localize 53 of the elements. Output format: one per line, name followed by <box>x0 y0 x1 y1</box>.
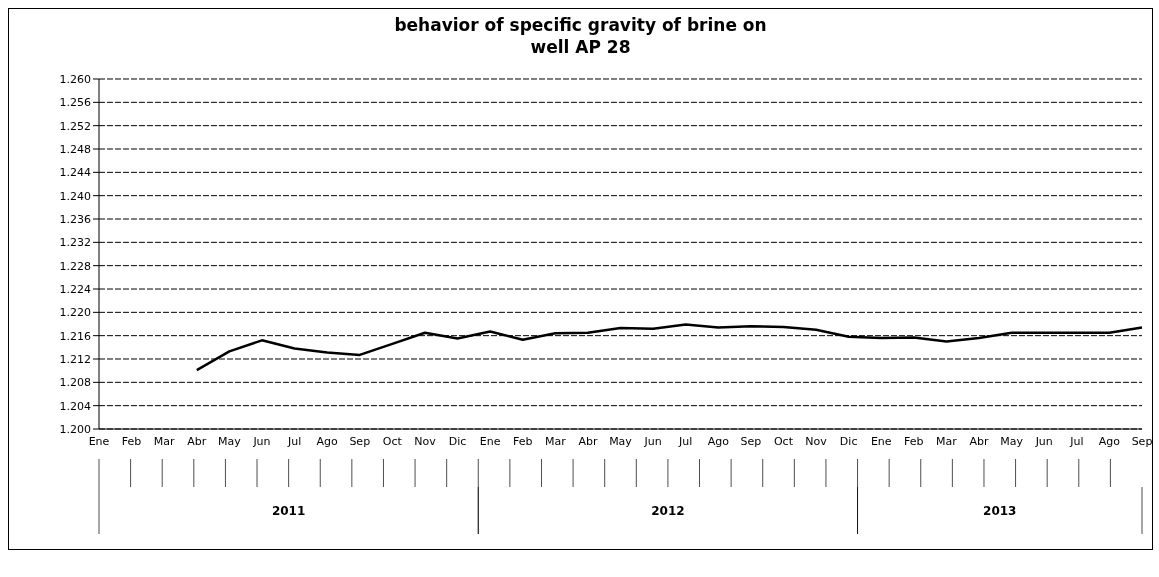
x-tick-label: Mar <box>936 434 958 448</box>
y-tick-label: 1.248 <box>59 142 91 156</box>
x-tick-label: Jul <box>286 434 302 448</box>
y-tick-label: 1.236 <box>59 212 91 226</box>
x-tick-label: Feb <box>121 434 142 448</box>
x-tick-label: Jun <box>252 434 271 448</box>
y-tick-label: 1.220 <box>59 306 91 320</box>
x-tick-label: May <box>218 434 242 448</box>
x-tick-label: Dic <box>839 434 858 448</box>
y-tick-label: 1.216 <box>59 329 91 343</box>
x-tick-label: Jun <box>643 434 662 448</box>
x-tick-label: Oct <box>773 434 794 448</box>
y-tick-label: 1.260 <box>59 72 91 86</box>
y-tick-label: 1.244 <box>59 166 91 180</box>
y-tick-label: 1.212 <box>59 352 91 366</box>
text: 2013 <box>983 504 1017 518</box>
x-tick-label: Oct <box>382 434 403 448</box>
x-tick-label: Mar <box>153 434 176 448</box>
x-tick-label: Ago <box>316 434 339 448</box>
x-tick-label: Sep <box>1131 434 1153 448</box>
x-tick-label: Feb <box>904 434 924 448</box>
x-tick-label: Nov <box>414 434 437 448</box>
x-tick-label: Abr <box>187 434 207 448</box>
x-tick-label: Dic <box>448 434 467 448</box>
x-tick-label: Sep <box>349 434 371 448</box>
y-tick-label: 1.240 <box>59 189 91 203</box>
y-tick-label: 1.256 <box>59 96 91 110</box>
x-tick-label: Mar <box>544 434 567 448</box>
y-tick-label: 1.228 <box>59 259 91 273</box>
y-tick-label: 1.208 <box>59 376 91 390</box>
x-tick-label: Nov <box>805 434 828 448</box>
x-tick-label: Ene <box>88 434 110 448</box>
y-tick-label: 1.252 <box>59 119 91 133</box>
chart-title: behavior of specific gravity of brine on well AP 28 <box>394 15 767 57</box>
x-tick-label: Abr <box>578 434 598 448</box>
x-tick-label: Ene <box>479 434 501 448</box>
x-tick-label: Ago <box>707 434 730 448</box>
x-tick-label: Feb <box>512 434 533 448</box>
x-tick-label: Ago <box>1098 434 1121 448</box>
y-tick-label: 1.200 <box>59 422 91 436</box>
x-tick-label: Abr <box>969 434 990 448</box>
x-tick-label: May <box>609 434 633 448</box>
x-tick-label: May <box>1000 434 1024 448</box>
y-tick-label: 1.224 <box>59 282 91 296</box>
x-tick-label: Ene <box>870 434 892 448</box>
x-tick-label: Jul <box>1069 434 1084 448</box>
x-tick-label: Jun <box>1034 434 1053 448</box>
x-tick-label: Jul <box>678 434 693 448</box>
y-tick-label: 1.204 <box>59 399 91 413</box>
y-tick-label: 1.232 <box>59 236 91 250</box>
text: 2012 <box>651 504 685 518</box>
text: 2011 <box>271 504 306 518</box>
x-tick-label: Sep <box>740 434 762 448</box>
